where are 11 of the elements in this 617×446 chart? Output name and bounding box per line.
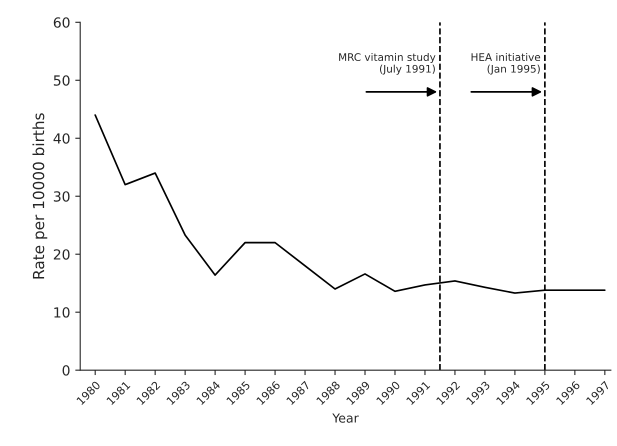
y-tick-label: 0: [62, 365, 70, 376]
y-tick-label: 50: [54, 75, 70, 86]
ref-line-label: HEA initiative (Jan 1995): [472, 52, 540, 75]
ref-line-label: MRC vitamin study (July 1991): [339, 52, 436, 75]
y-tick-label: 60: [54, 17, 70, 28]
y-axis-title: Rate per 10000 births: [32, 113, 48, 278]
y-tick-label: 10: [54, 307, 70, 318]
y-tick-label: 40: [53, 133, 70, 144]
y-tick-label: 20: [54, 249, 70, 260]
x-axis-title: Year: [332, 413, 359, 423]
y-tick-label: 30: [54, 191, 70, 202]
